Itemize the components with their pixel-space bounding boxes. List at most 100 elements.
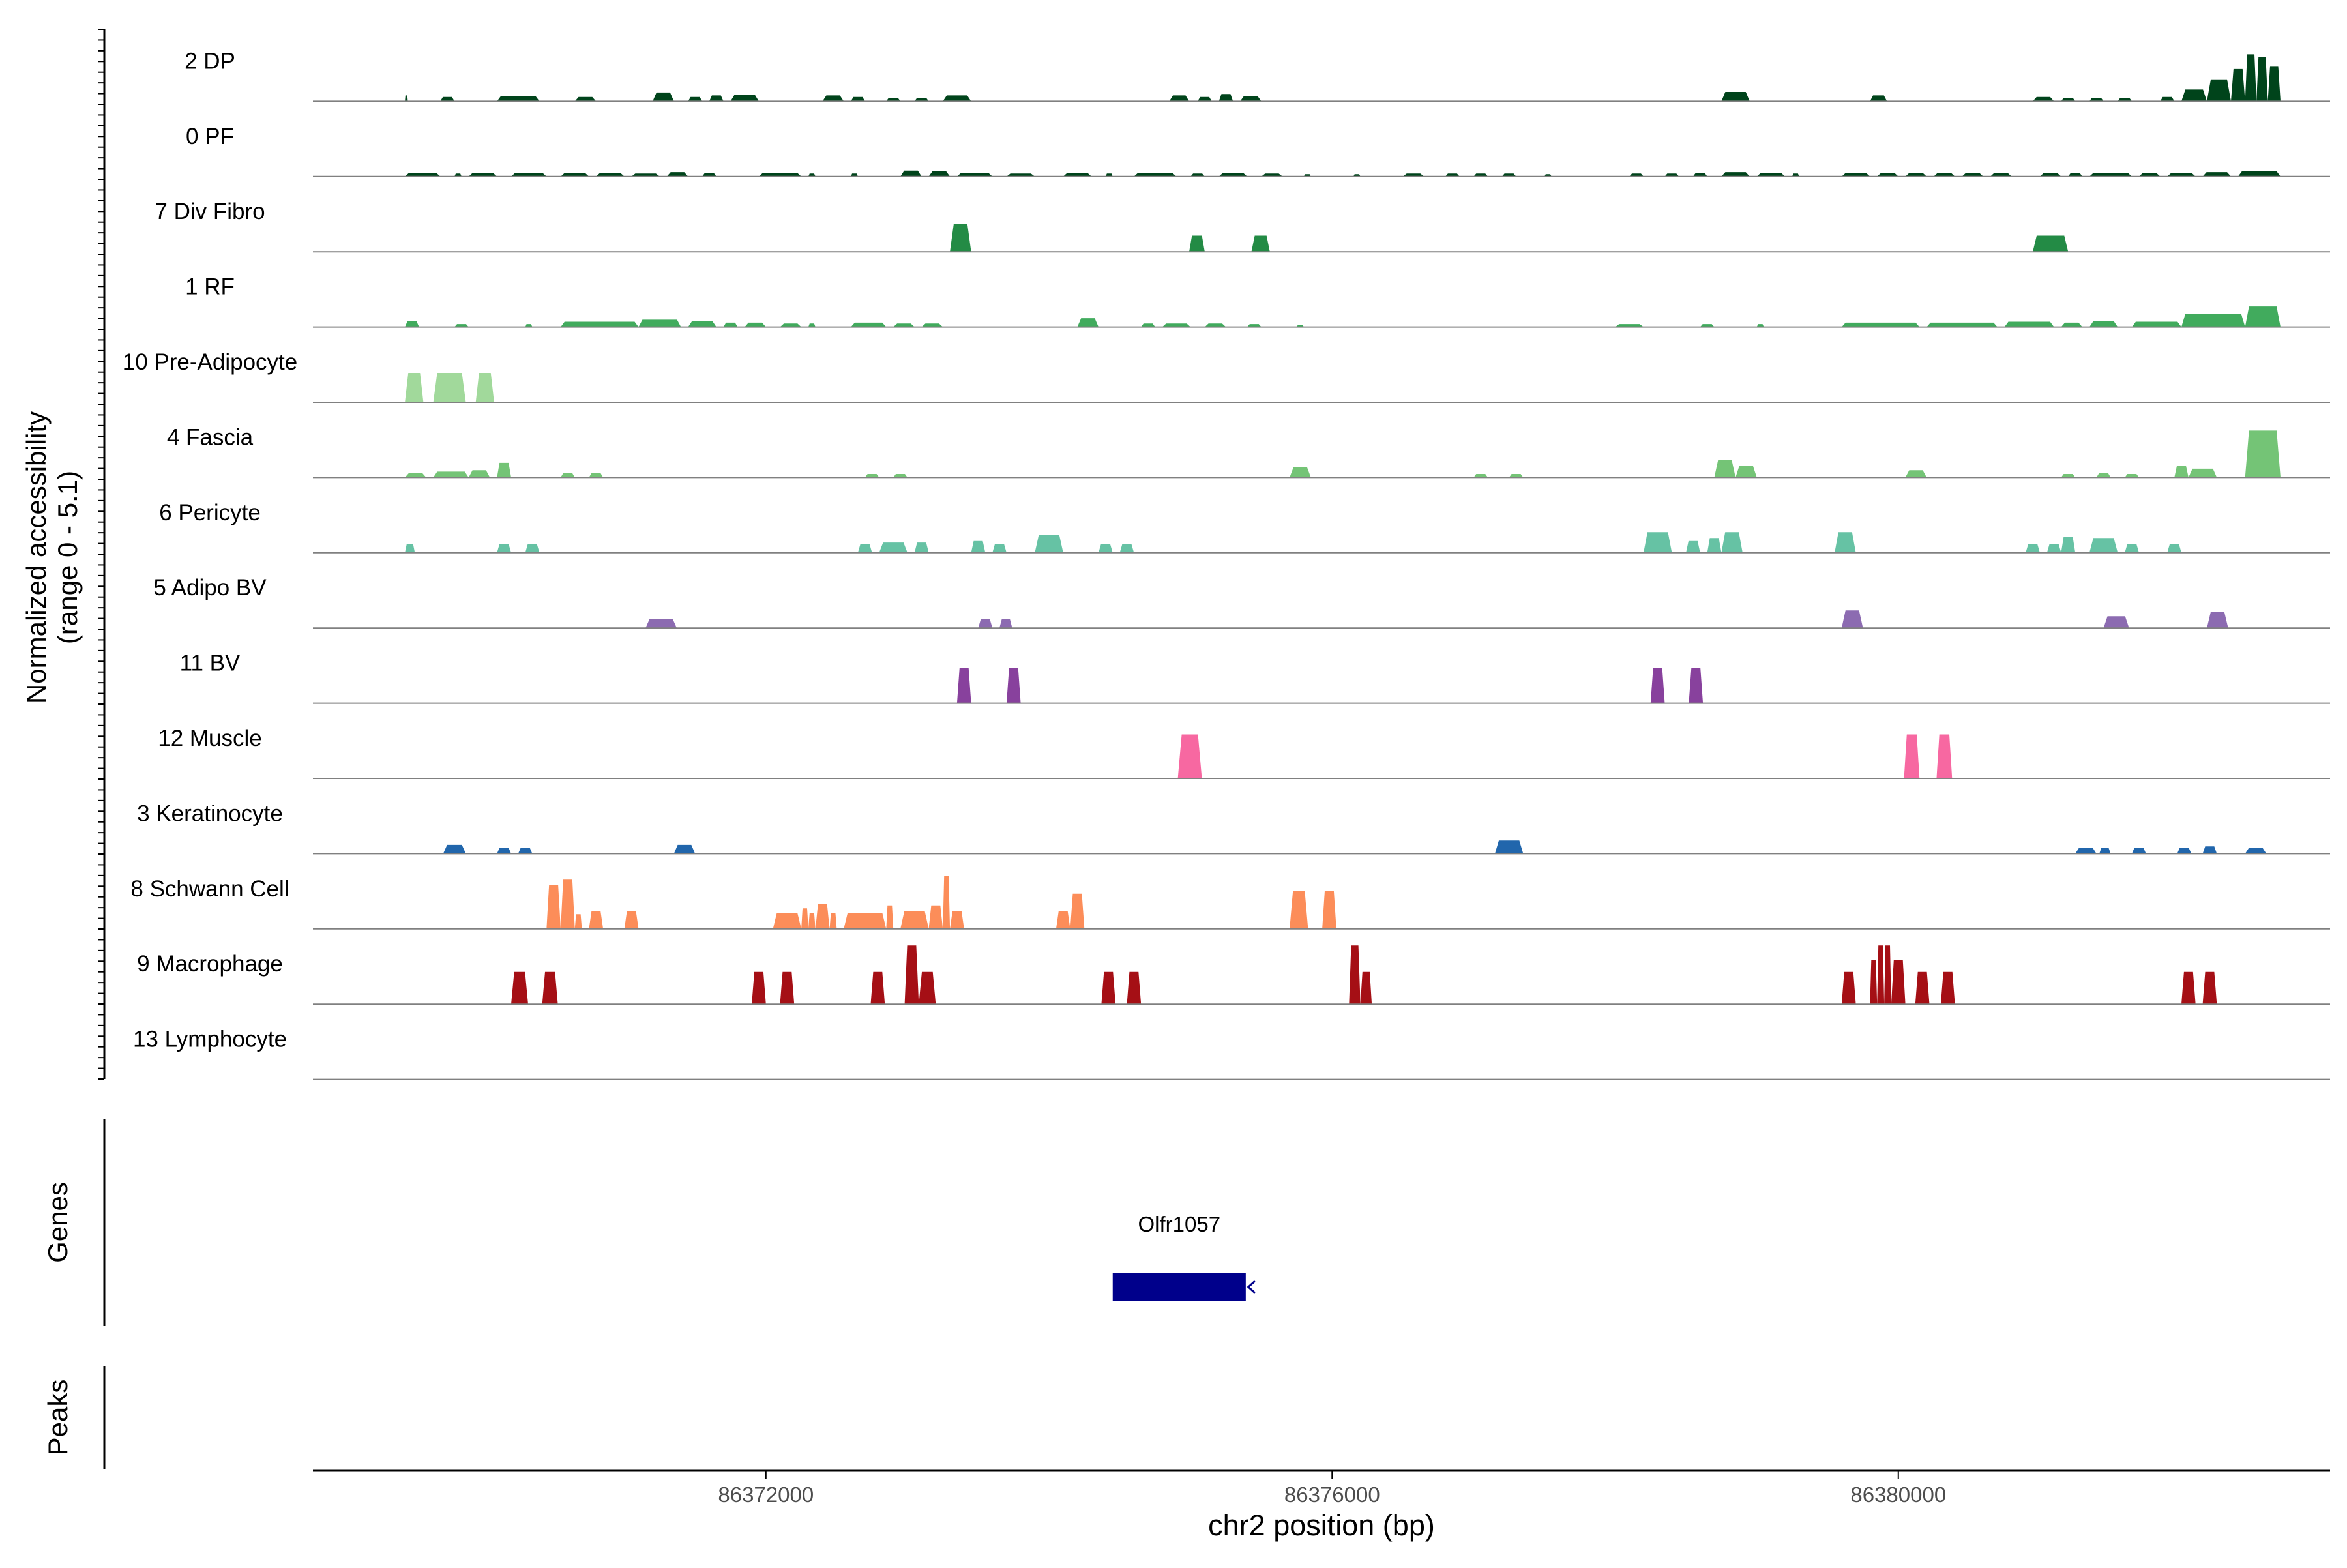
coverage-peak bbox=[596, 173, 625, 177]
coverage-peak bbox=[542, 971, 558, 1005]
track-label: 0 PF bbox=[186, 124, 234, 149]
coverage-peak bbox=[914, 98, 929, 102]
gene-strand-arrow bbox=[1247, 1280, 1256, 1294]
coverage-peak bbox=[511, 971, 528, 1005]
coverage-peak bbox=[950, 224, 971, 252]
coverage-peak bbox=[2103, 616, 2129, 629]
gene-olfr1057: Olfr1057 bbox=[1112, 1212, 1256, 1301]
coverage-peak bbox=[589, 473, 604, 478]
coverage-peak bbox=[758, 173, 802, 177]
track-6-pericyte: 6 Pericyte bbox=[159, 500, 2330, 554]
track-label: 1 RF bbox=[185, 274, 235, 300]
coverage-peak bbox=[2033, 96, 2054, 102]
coverage-peak bbox=[405, 321, 419, 327]
coverage-peak bbox=[801, 908, 808, 929]
coverage-peak bbox=[454, 324, 469, 327]
coverage-peak bbox=[1700, 324, 1715, 327]
coverage-peak bbox=[518, 848, 533, 854]
coverage-peak bbox=[2026, 544, 2040, 553]
coverage-peak bbox=[2075, 848, 2097, 854]
coverage-peak bbox=[1218, 94, 1233, 102]
coverage-peak bbox=[2245, 54, 2257, 102]
track-label: 3 Keratinocyte bbox=[137, 801, 283, 826]
coverage-peak bbox=[992, 544, 1007, 553]
coverage-peak bbox=[638, 319, 681, 327]
coverage-peak bbox=[525, 324, 533, 327]
coverage-peak bbox=[561, 473, 575, 478]
coverage-peak bbox=[1119, 544, 1134, 553]
coverage-peak bbox=[780, 971, 795, 1005]
coverage-peak bbox=[1692, 173, 1707, 177]
coverage-peak bbox=[2132, 321, 2181, 327]
coverage-peak bbox=[1940, 971, 1955, 1005]
coverage-peak bbox=[561, 321, 639, 327]
coverage-peak bbox=[475, 373, 494, 402]
coverage-peak bbox=[1735, 466, 1757, 478]
coverage-peak bbox=[561, 879, 575, 929]
track-3-keratinocyte: 3 Keratinocyte bbox=[137, 801, 2330, 855]
coverage-peak bbox=[1189, 235, 1205, 252]
coverage-peak bbox=[921, 323, 943, 327]
coverage-peak bbox=[1198, 96, 1212, 102]
coverage-peak bbox=[956, 173, 993, 177]
track-label: 5 Adipo BV bbox=[153, 575, 267, 600]
coverage-peak bbox=[978, 619, 993, 629]
track-label: 7 Div Fibro bbox=[155, 199, 265, 224]
coverage-peak bbox=[2245, 430, 2281, 478]
track-10-pre-adipocyte: 10 Pre-Adipocyte bbox=[123, 349, 2330, 403]
coverage-peak bbox=[2181, 971, 2196, 1005]
coverage-peak bbox=[1905, 470, 1927, 478]
coverage-peak bbox=[2202, 846, 2217, 854]
coverage-peak bbox=[914, 542, 929, 553]
track-8-schwann-cell: 8 Schwann Cell bbox=[130, 876, 2330, 930]
coverage-peak bbox=[2245, 848, 2267, 854]
x-tick-label: 86376000 bbox=[1284, 1483, 1380, 1507]
coverage-peak bbox=[999, 619, 1012, 629]
coverage-peak bbox=[2118, 98, 2132, 102]
coverage-peak bbox=[723, 322, 738, 327]
track-label: 13 Lymphocyte bbox=[133, 1027, 287, 1052]
coverage-peak bbox=[546, 885, 561, 929]
coverage-peak bbox=[1841, 322, 1920, 327]
track-12-muscle: 12 Muscle bbox=[158, 726, 2330, 779]
track-label: 2 DP bbox=[185, 48, 235, 74]
coverage-peak bbox=[2177, 848, 2192, 854]
coverage-peak bbox=[1290, 467, 1311, 478]
coverage-peak bbox=[405, 373, 424, 402]
coverage-peak bbox=[879, 542, 908, 553]
coverage-peak bbox=[1261, 173, 1283, 177]
coverage-peak bbox=[1105, 173, 1113, 177]
coverage-peak bbox=[2039, 173, 2061, 177]
coverage-peak bbox=[815, 904, 830, 929]
coverage-peak bbox=[1204, 323, 1226, 327]
coverage-peak bbox=[1756, 173, 1786, 177]
coverage-peak bbox=[1615, 324, 1644, 327]
coverage-peak bbox=[1915, 971, 1930, 1005]
coverage-peak bbox=[653, 92, 674, 102]
coverage-peak bbox=[1905, 173, 1927, 177]
track-label: 10 Pre-Adipocyte bbox=[123, 349, 297, 375]
coverage-peak bbox=[2089, 98, 2104, 102]
coverage-peak bbox=[1177, 734, 1202, 778]
coverage-peak bbox=[1926, 322, 1998, 327]
coverage-peak bbox=[822, 95, 844, 102]
x-tick-label: 86372000 bbox=[718, 1483, 814, 1507]
coverage-peak bbox=[1650, 668, 1665, 703]
coverage-peak bbox=[688, 321, 716, 327]
coverage-peak bbox=[497, 848, 511, 854]
coverage-peak bbox=[900, 170, 922, 177]
coverage-peak bbox=[688, 96, 703, 102]
y-axis bbox=[98, 29, 106, 1080]
track-label: 9 Macrophage bbox=[137, 951, 283, 977]
coverage-peak bbox=[2188, 468, 2217, 478]
gene-track: Olfr1057 bbox=[1112, 1212, 1256, 1301]
coverage-peak bbox=[440, 96, 455, 102]
coverage-peak bbox=[2061, 474, 2076, 478]
coverage-peak bbox=[1664, 173, 1679, 177]
track-label: 4 Fascia bbox=[167, 424, 254, 450]
coverage-peak bbox=[943, 95, 971, 102]
coverage-peak bbox=[2089, 321, 2118, 327]
coverage-peak bbox=[1473, 474, 1488, 478]
coverage-peak bbox=[497, 96, 540, 102]
coverage-peak bbox=[1721, 172, 1750, 177]
